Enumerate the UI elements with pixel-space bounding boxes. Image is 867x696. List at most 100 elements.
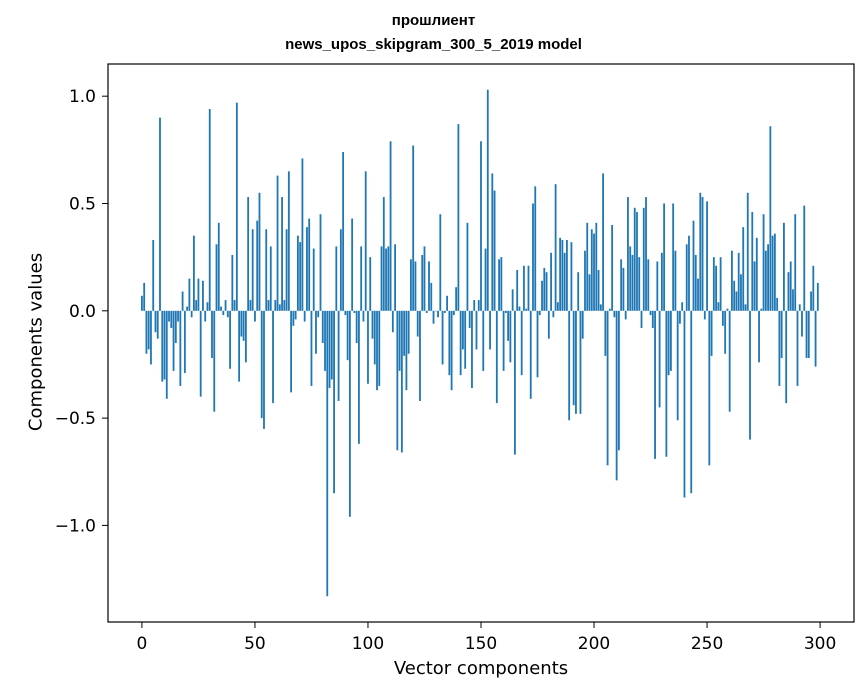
bar-181 <box>550 252 552 311</box>
bar-130 <box>434 310 437 312</box>
bar-227 <box>654 310 656 459</box>
bar-43 <box>238 310 241 382</box>
bar-266 <box>742 227 745 311</box>
bar-274 <box>760 308 763 311</box>
bar-151 <box>482 310 485 371</box>
bar-278 <box>769 126 772 311</box>
bar-68 <box>294 310 297 320</box>
bar-78 <box>317 310 320 318</box>
bar-1 <box>143 282 146 311</box>
y-tick-label: 0.5 <box>69 195 96 215</box>
bar-137 <box>450 310 453 391</box>
bar-236 <box>674 250 677 311</box>
chart-subtitle: news_upos_skipgram_300_5_2019 model <box>285 36 582 53</box>
bar-238 <box>679 310 681 324</box>
bar-30 <box>208 109 211 311</box>
bar-184 <box>556 302 559 311</box>
bar-20 <box>186 306 189 311</box>
bar-108 <box>385 248 387 311</box>
bar-149 <box>477 300 480 311</box>
bar-56 <box>267 300 270 311</box>
bar-284 <box>783 222 785 311</box>
bar-173 <box>532 203 534 311</box>
chart-title: прошлиент <box>391 12 476 29</box>
bar-54 <box>263 310 265 429</box>
bar-286 <box>787 272 790 311</box>
bar-186 <box>561 239 564 311</box>
bar-292 <box>801 310 803 337</box>
bar-113 <box>396 310 399 451</box>
bar-262 <box>733 280 736 311</box>
bar-157 <box>495 310 498 404</box>
bar-177 <box>541 280 543 311</box>
bar-series <box>141 89 819 597</box>
bar-23 <box>193 235 195 311</box>
bar-32 <box>213 310 216 412</box>
bar-160 <box>502 310 505 371</box>
bar-139 <box>455 287 458 311</box>
bar-237 <box>676 310 679 421</box>
bar-39 <box>229 310 231 369</box>
bar-21 <box>188 278 191 311</box>
bar-232 <box>665 310 668 457</box>
bar-185 <box>559 237 562 311</box>
bar-118 <box>407 310 410 354</box>
bar-93 <box>351 218 354 311</box>
x-tick-label: 300 <box>804 634 836 654</box>
bar-79 <box>319 214 322 311</box>
bar-254 <box>715 265 718 311</box>
bar-104 <box>376 310 378 391</box>
bar-209 <box>613 310 616 318</box>
bar-60 <box>276 175 279 311</box>
bar-174 <box>534 186 537 311</box>
bar-195 <box>581 310 584 339</box>
bar-261 <box>731 250 733 311</box>
bar-233 <box>667 310 670 376</box>
bar-270 <box>751 212 754 311</box>
x-axis-ticks: 0 50 100 150 200 250 300 <box>136 622 836 654</box>
bar-213 <box>622 267 625 311</box>
bar-244 <box>692 220 695 311</box>
bar-112 <box>394 244 396 311</box>
bar-241 <box>685 244 688 311</box>
bar-169 <box>523 265 525 311</box>
y-tick-label: −1.0 <box>55 516 96 536</box>
bar-80 <box>321 310 324 343</box>
bar-120 <box>412 145 415 311</box>
bar-187 <box>563 252 566 311</box>
bar-282 <box>778 310 781 386</box>
bar-161 <box>504 310 507 313</box>
bar-193 <box>577 272 580 311</box>
bar-272 <box>755 237 758 311</box>
bar-75 <box>310 310 313 386</box>
bar-200 <box>593 233 595 311</box>
bar-11 <box>165 310 168 399</box>
bar-117 <box>405 310 408 391</box>
bar-146 <box>471 310 473 389</box>
bar-73 <box>306 227 308 311</box>
bar-287 <box>789 261 792 311</box>
bar-275 <box>762 214 765 311</box>
bar-125 <box>423 246 426 311</box>
bar-25 <box>197 278 200 311</box>
bar-37 <box>224 300 227 311</box>
bar-269 <box>749 310 751 440</box>
bar-116 <box>403 310 406 356</box>
bar-291 <box>798 304 801 311</box>
bar-279 <box>771 235 774 311</box>
bar-96 <box>358 310 360 444</box>
y-tick-label: 0.0 <box>69 302 96 322</box>
bar-89 <box>342 151 345 311</box>
bar-281 <box>776 297 779 311</box>
bar-105 <box>378 310 381 386</box>
bar-175 <box>536 310 539 378</box>
bar-122 <box>416 310 419 337</box>
bar-53 <box>260 310 263 419</box>
bar-255 <box>717 302 720 311</box>
bar-155 <box>491 173 494 311</box>
bar-159 <box>500 257 503 311</box>
bar-202 <box>597 270 600 311</box>
bar-224 <box>647 259 650 311</box>
y-tick-label: −0.5 <box>55 409 96 429</box>
bar-12 <box>168 310 170 322</box>
